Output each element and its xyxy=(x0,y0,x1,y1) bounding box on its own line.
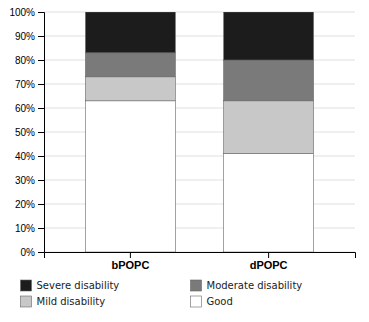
y-tick: 30% xyxy=(15,175,44,186)
y-tick-mark xyxy=(38,180,44,181)
x-tick: bPOPC xyxy=(111,252,149,271)
y-tick: 90% xyxy=(15,31,44,42)
y-tick-label: 70% xyxy=(15,79,35,90)
bar-segment xyxy=(224,154,314,252)
x-axis-line xyxy=(45,253,356,259)
y-tick: 70% xyxy=(15,79,44,90)
legend-swatch xyxy=(21,280,32,291)
bar-segment xyxy=(85,101,175,252)
chart: 0% 10% 20% 30% 40% 50% 60% 70% 80% 90% 100% bPOPC dP… xyxy=(0,0,369,322)
y-tick-label: 90% xyxy=(15,31,35,42)
legend-item: Good xyxy=(191,296,233,307)
y-tick: 50% xyxy=(15,127,44,138)
bar-segment xyxy=(85,53,175,77)
bar-segment xyxy=(85,12,175,53)
series xyxy=(85,101,313,252)
legend-label: Moderate disability xyxy=(207,280,303,291)
y-tick-mark xyxy=(38,156,44,157)
y-tick-mark xyxy=(38,84,44,85)
y-tick: 10% xyxy=(15,223,44,234)
y-axis-line xyxy=(38,13,45,253)
y-tick-label: 60% xyxy=(15,103,35,114)
legend-swatch xyxy=(21,296,32,307)
legend-label: Good xyxy=(207,296,233,307)
y-tick-mark xyxy=(38,228,44,229)
y-tick-label: 0% xyxy=(21,247,36,258)
y-tick-label: 10% xyxy=(15,223,35,234)
y-tick-label: 100% xyxy=(9,7,35,18)
y-tick: 0% xyxy=(21,247,44,258)
y-tick-label: 30% xyxy=(15,175,35,186)
bars xyxy=(85,12,313,252)
legend: Severe disability Moderate disability Mild… xyxy=(21,280,303,307)
y-tick: 20% xyxy=(15,199,44,210)
y-tick-label: 80% xyxy=(15,55,35,66)
y-tick-mark xyxy=(38,60,44,61)
y-tick: 60% xyxy=(15,103,44,114)
y-tick-label: 40% xyxy=(15,151,35,162)
x-tick-label: bPOPC xyxy=(111,259,149,271)
series xyxy=(85,12,313,60)
bar-segment xyxy=(224,12,314,60)
y-tick-mark xyxy=(38,36,44,37)
legend-swatch xyxy=(191,296,202,307)
legend-label: Severe disability xyxy=(37,280,120,291)
x-tick-mark xyxy=(268,252,269,258)
y-tick-label: 20% xyxy=(15,199,35,210)
y-tick-mark xyxy=(38,204,44,205)
x-tick-label: dPOPC xyxy=(250,259,288,271)
legend-item: Moderate disability xyxy=(191,280,303,291)
bar-segment xyxy=(224,60,314,101)
x-tick: dPOPC xyxy=(250,252,288,271)
x-axis: bPOPC dPOPC xyxy=(45,252,356,271)
y-axis: 0% 10% 20% 30% 40% 50% 60% 70% 80% 90% 100% xyxy=(9,7,44,258)
y-tick: 40% xyxy=(15,151,44,162)
legend-item: Severe disability xyxy=(21,280,120,291)
y-tick-label: 50% xyxy=(15,127,35,138)
y-tick: 80% xyxy=(15,55,44,66)
plot: 0% 10% 20% 30% 40% 50% 60% 70% 80% 90% 100% bPOPC dP… xyxy=(9,7,355,271)
legend-item: Mild disability xyxy=(21,296,106,307)
bar-segment xyxy=(224,101,314,154)
legend-swatch xyxy=(191,280,202,291)
y-tick-mark xyxy=(38,12,44,13)
y-tick-mark xyxy=(38,252,44,253)
x-tick-mark xyxy=(130,252,131,258)
y-tick-mark xyxy=(38,132,44,133)
y-tick: 100% xyxy=(9,7,44,18)
bar-segment xyxy=(85,77,175,101)
y-tick-mark xyxy=(38,108,44,109)
grid xyxy=(44,12,355,252)
legend-label: Mild disability xyxy=(37,296,106,307)
